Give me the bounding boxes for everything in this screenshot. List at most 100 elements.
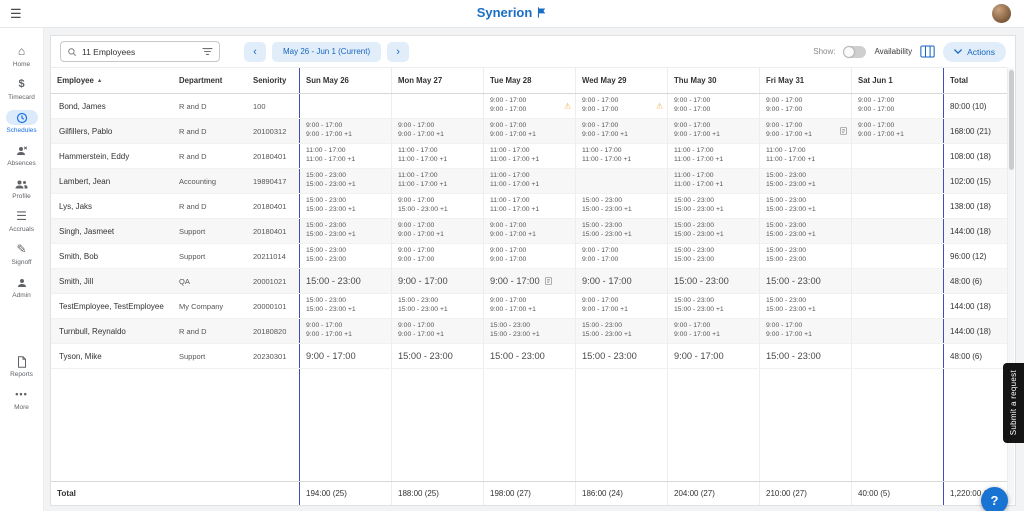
prev-week-button[interactable]: ‹ bbox=[244, 42, 266, 62]
shift-cell[interactable]: 11:00 - 17:0011:00 - 17:00 +1 bbox=[483, 194, 575, 218]
shift-cell[interactable]: 11:00 - 17:0011:00 - 17:00 +1 bbox=[759, 144, 851, 168]
shift-cell[interactable]: 11:00 - 17:0011:00 - 17:00 +1 bbox=[483, 144, 575, 168]
sidebar-item-absences[interactable]: Absences bbox=[0, 143, 44, 167]
shift-cell[interactable]: 15:00 - 23:0015:00 - 23:00 +1 bbox=[575, 219, 667, 243]
shift-cell[interactable] bbox=[851, 219, 943, 243]
shift-cell[interactable]: 15:00 - 23:0015:00 - 23:00 +1 bbox=[483, 319, 575, 343]
shift-cell[interactable]: 15:00 - 23:0015:00 - 23:00 +1 bbox=[667, 219, 759, 243]
shift-cell[interactable]: 9:00 - 17:0015:00 - 23:00 +1 bbox=[391, 194, 483, 218]
employee-name-cell[interactable]: Singh, Jasmeet bbox=[51, 219, 173, 243]
shift-cell[interactable]: 15:00 - 23:00 bbox=[391, 344, 483, 368]
shift-cell[interactable]: 9:00 - 17:009:00 - 17:00 +1 bbox=[667, 119, 759, 143]
sidebar-item-schedules[interactable]: Schedules bbox=[0, 110, 44, 134]
shift-cell[interactable] bbox=[851, 344, 943, 368]
shift-cell[interactable]: 15:00 - 23:0015:00 - 23:00 +1 bbox=[667, 194, 759, 218]
shift-cell[interactable]: 15:00 - 23:0015:00 - 23:00 +1 bbox=[667, 294, 759, 318]
shift-cell[interactable]: 15:00 - 23:0015:00 - 23:00 +1 bbox=[575, 194, 667, 218]
shift-cell[interactable]: 15:00 - 23:0015:00 - 23:00 +1 bbox=[299, 294, 391, 318]
shift-cell[interactable]: 15:00 - 23:0015:00 - 23:00 +1 bbox=[299, 194, 391, 218]
shift-cell[interactable]: 9:00 - 17:009:00 - 17:00 bbox=[667, 94, 759, 118]
shift-cell[interactable]: 15:00 - 23:0015:00 - 23:00 +1 bbox=[299, 219, 391, 243]
employee-name-cell[interactable]: Lambert, Jean bbox=[51, 169, 173, 193]
shift-cell[interactable] bbox=[391, 94, 483, 118]
shift-cell[interactable] bbox=[851, 194, 943, 218]
shift-cell[interactable]: 15:00 - 23:00 bbox=[759, 269, 851, 293]
shift-cell[interactable]: 9:00 - 17:009:00 - 17:00 +1 bbox=[299, 319, 391, 343]
shift-cell[interactable]: 15:00 - 23:0015:00 - 23:00 +1 bbox=[575, 319, 667, 343]
employee-name-cell[interactable]: Smith, Bob bbox=[51, 244, 173, 268]
shift-cell[interactable]: 9:00 - 17:009:00 - 17:00 +1 bbox=[391, 119, 483, 143]
shift-cell[interactable]: 9:00 - 17:009:00 - 17:00 +1 bbox=[575, 294, 667, 318]
scrollbar-thumb[interactable] bbox=[1009, 70, 1014, 170]
sidebar-item-accruals[interactable]: ☰Accruals bbox=[0, 209, 44, 233]
shift-cell[interactable]: 15:00 - 23:00 bbox=[667, 269, 759, 293]
employee-name-cell[interactable]: Hammerstein, Eddy bbox=[51, 144, 173, 168]
sidebar-item-home[interactable]: ⌂Home bbox=[0, 44, 44, 68]
shift-cell[interactable]: 15:00 - 23:00 bbox=[759, 344, 851, 368]
sidebar-item-more[interactable]: •••More bbox=[0, 387, 44, 411]
shift-cell[interactable] bbox=[851, 244, 943, 268]
column-header-seniority[interactable]: Seniority bbox=[247, 68, 299, 93]
user-avatar[interactable] bbox=[992, 4, 1011, 23]
employee-name-cell[interactable]: Lys, Jaks bbox=[51, 194, 173, 218]
shift-cell[interactable]: 9:00 - 17:009:00 - 17:00 +1 bbox=[851, 119, 943, 143]
shift-cell[interactable]: 11:00 - 17:0011:00 - 17:00 +1 bbox=[575, 144, 667, 168]
shift-cell[interactable] bbox=[575, 169, 667, 193]
shift-cell[interactable]: 15:00 - 23:0015:00 - 23:00 +1 bbox=[299, 169, 391, 193]
column-header-department[interactable]: Department bbox=[173, 68, 247, 93]
shift-cell[interactable] bbox=[851, 269, 943, 293]
next-week-button[interactable]: › bbox=[387, 42, 409, 62]
sidebar-item-profile[interactable]: Profile bbox=[0, 176, 44, 200]
shift-cell[interactable]: 15:00 - 23:0015:00 - 23:00 +1 bbox=[759, 219, 851, 243]
employee-name-cell[interactable]: Bond, James bbox=[51, 94, 173, 118]
shift-cell[interactable]: 9:00 - 17:009:00 - 17:00 +1 bbox=[391, 219, 483, 243]
date-range-button[interactable]: May 26 - Jun 1 (Current) bbox=[272, 42, 381, 62]
actions-button[interactable]: Actions bbox=[943, 42, 1006, 62]
column-header-employee[interactable]: Employee▲ bbox=[51, 68, 173, 93]
filter-icon[interactable] bbox=[202, 47, 213, 56]
shift-cell[interactable]: 15:00 - 23:0015:00 - 23:00 bbox=[299, 244, 391, 268]
shift-cell[interactable]: 11:00 - 17:0011:00 - 17:00 +1 bbox=[391, 169, 483, 193]
shift-cell[interactable]: 9:00 - 17:009:00 - 17:00 bbox=[483, 244, 575, 268]
shift-cell[interactable] bbox=[851, 319, 943, 343]
shift-cell[interactable] bbox=[299, 94, 391, 118]
sidebar-item-signoff[interactable]: ✎Signoff bbox=[0, 242, 44, 266]
shift-cell[interactable]: 15:00 - 23:0015:00 - 23:00 +1 bbox=[759, 194, 851, 218]
search-input[interactable] bbox=[82, 47, 197, 57]
shift-cell[interactable]: 9:00 - 17:009:00 - 17:00 bbox=[851, 94, 943, 118]
sidebar-item-reports[interactable]: Reports bbox=[0, 354, 44, 378]
employee-name-cell[interactable]: Gilfillers, Pablo bbox=[51, 119, 173, 143]
shift-cell[interactable]: 9:00 - 17:009:00 - 17:00 +1 bbox=[759, 119, 851, 143]
shift-cell[interactable]: 11:00 - 17:0011:00 - 17:00 +1 bbox=[299, 144, 391, 168]
shift-cell[interactable]: 15:00 - 23:0015:00 - 23:00 +1 bbox=[759, 294, 851, 318]
shift-cell[interactable]: 11:00 - 17:0011:00 - 17:00 +1 bbox=[391, 144, 483, 168]
shift-cell[interactable]: 15:00 - 23:0015:00 - 23:00 bbox=[667, 244, 759, 268]
employee-name-cell[interactable]: Smith, Jill bbox=[51, 269, 173, 293]
shift-cell[interactable]: 9:00 - 17:00 bbox=[575, 269, 667, 293]
view-columns-button[interactable] bbox=[920, 45, 935, 58]
shift-cell[interactable]: 9:00 - 17:009:00 - 17:00 +1 bbox=[575, 119, 667, 143]
sidebar-item-timecard[interactable]: $Timecard bbox=[0, 77, 44, 101]
hamburger-menu-icon[interactable]: ☰ bbox=[10, 6, 22, 22]
shift-cell[interactable]: 9:00 - 17:009:00 - 17:00⚠ bbox=[575, 94, 667, 118]
shift-cell[interactable]: 9:00 - 17:009:00 - 17:00 bbox=[391, 244, 483, 268]
employee-name-cell[interactable]: Tyson, Mike bbox=[51, 344, 173, 368]
shift-cell[interactable]: 9:00 - 17:009:00 - 17:00 bbox=[575, 244, 667, 268]
sidebar-item-admin[interactable]: Admin bbox=[0, 275, 44, 299]
shift-cell[interactable]: 11:00 - 17:0011:00 - 17:00 +1 bbox=[667, 144, 759, 168]
shift-cell[interactable] bbox=[851, 294, 943, 318]
shift-cell[interactable]: 15:00 - 23:00 bbox=[299, 269, 391, 293]
employee-name-cell[interactable]: Turnbull, Reynaldo bbox=[51, 319, 173, 343]
shift-cell[interactable] bbox=[851, 169, 943, 193]
shift-cell[interactable]: 9:00 - 17:009:00 - 17:00 +1 bbox=[483, 219, 575, 243]
shift-cell[interactable]: 15:00 - 23:0015:00 - 23:00 bbox=[759, 244, 851, 268]
shift-cell[interactable]: 11:00 - 17:0011:00 - 17:00 +1 bbox=[483, 169, 575, 193]
shift-cell[interactable]: 9:00 - 17:009:00 - 17:00 +1 bbox=[759, 319, 851, 343]
shift-cell[interactable]: 9:00 - 17:009:00 - 17:00 +1 bbox=[391, 319, 483, 343]
shift-cell[interactable]: 9:00 - 17:009:00 - 17:00 +1 bbox=[483, 294, 575, 318]
availability-toggle[interactable] bbox=[843, 46, 866, 58]
shift-cell[interactable]: 11:00 - 17:0011:00 - 17:00 +1 bbox=[667, 169, 759, 193]
shift-cell[interactable]: 15:00 - 23:0015:00 - 23:00 +1 bbox=[391, 294, 483, 318]
submit-request-tab[interactable]: Submit a request bbox=[1003, 363, 1024, 443]
help-button[interactable]: ? bbox=[981, 487, 1008, 511]
